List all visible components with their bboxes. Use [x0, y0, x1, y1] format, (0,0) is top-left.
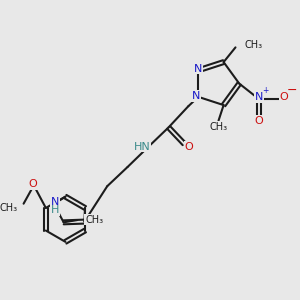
- Text: N: N: [194, 64, 202, 74]
- Text: N: N: [255, 92, 263, 102]
- Text: −: −: [286, 84, 297, 97]
- Text: O: O: [185, 142, 194, 152]
- Text: CH₃: CH₃: [0, 203, 17, 213]
- Text: CH₃: CH₃: [85, 214, 103, 224]
- Text: HN: HN: [134, 142, 150, 152]
- Text: N: N: [192, 91, 200, 101]
- Text: H: H: [51, 205, 59, 215]
- Text: CH₃: CH₃: [244, 40, 263, 50]
- Text: O: O: [280, 92, 288, 102]
- Text: CH₃: CH₃: [209, 122, 228, 132]
- Text: O: O: [28, 179, 37, 189]
- Text: +: +: [262, 86, 268, 95]
- Text: N: N: [51, 197, 59, 207]
- Text: O: O: [255, 116, 263, 126]
